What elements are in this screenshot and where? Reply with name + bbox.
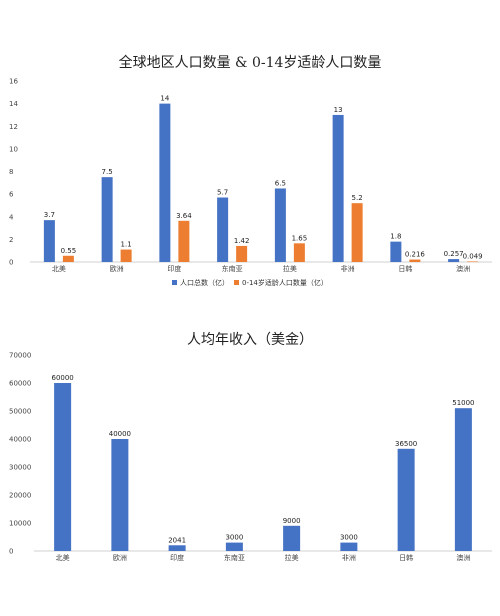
legend-label: 0-14岁适龄人口数量（亿） — [242, 278, 328, 287]
legend-swatch — [234, 280, 239, 285]
x-tick-label: 欧洲 — [110, 264, 124, 273]
y-tick-label: 0 — [9, 259, 13, 267]
population-chart-svg: 全球地区人口数量 & 0-14岁适龄人口数量 0 2 4 6 8 10 12 14 16 北美 3.7… — [9, 54, 492, 287]
data-label: 1.42 — [234, 237, 250, 245]
data-label: 3000 — [225, 534, 243, 542]
y-tick-label: 2 — [9, 236, 13, 244]
x-tick-label: 日韩 — [399, 553, 413, 562]
y-tick-label: 50000 — [9, 408, 31, 416]
bar-secondary — [62, 255, 74, 262]
x-tick-label: 澳洲 — [456, 553, 470, 562]
y-tick-label: 10000 — [9, 520, 31, 528]
data-label: 2041 — [168, 536, 186, 544]
data-label: 5.7 — [217, 189, 228, 197]
bar-secondary — [120, 249, 132, 262]
chart-title: 人均年收入（美金） — [187, 332, 313, 348]
data-label: 3000 — [340, 534, 358, 542]
bar-primary — [332, 114, 344, 262]
bar-primary — [217, 197, 229, 262]
x-tick-label: 北美 — [52, 264, 66, 273]
income-chart: 人均年收入（美金） 0 10000 20000 30000 40000 50000 60000… — [0, 325, 500, 570]
y-tick-label: 0 — [9, 548, 13, 556]
data-label: 7.5 — [102, 168, 113, 176]
y-tick-label: 8 — [9, 168, 13, 176]
x-tick-label: 日韩 — [398, 264, 412, 273]
bar-primary — [390, 241, 402, 262]
x-tick-label: 拉美 — [283, 264, 297, 273]
data-label: 40000 — [109, 430, 131, 438]
bar-secondary — [236, 245, 248, 262]
x-tick-label: 非洲 — [341, 264, 355, 273]
bar-primary — [168, 545, 186, 551]
bar-primary — [159, 103, 171, 262]
x-tick-label: 东南亚 — [224, 553, 245, 562]
x-tick-label: 东南亚 — [222, 264, 243, 273]
bar-primary — [54, 383, 72, 551]
y-tick-label: 40000 — [9, 436, 31, 444]
y-tick-label: 4 — [9, 213, 14, 221]
bar-primary — [225, 542, 243, 551]
data-label: 0.216 — [405, 251, 426, 259]
bar-primary — [397, 448, 415, 551]
data-label: 6.5 — [275, 179, 286, 187]
legend-swatch — [172, 280, 177, 285]
bar-secondary — [293, 243, 305, 262]
bar-primary — [274, 188, 286, 262]
data-label: 0.049 — [463, 252, 483, 260]
data-label: 9000 — [283, 517, 301, 525]
data-label: 1.8 — [390, 233, 401, 241]
data-label: 0.55 — [61, 247, 77, 255]
y-tick-label: 16 — [9, 78, 18, 86]
data-label: 3.64 — [176, 212, 192, 220]
bar-secondary — [351, 203, 363, 262]
data-label: 1.1 — [121, 241, 132, 249]
y-tick-label: 14 — [9, 100, 18, 108]
data-label: 0.257 — [444, 250, 464, 258]
income-chart-svg: 人均年收入（美金） 0 10000 20000 30000 40000 50000 60000… — [9, 332, 492, 562]
y-tick-label: 10 — [9, 145, 18, 153]
data-label: 13 — [334, 106, 343, 114]
data-label: 36500 — [395, 440, 417, 448]
data-label: 1.65 — [292, 234, 308, 242]
legend-label: 人口总数（亿） — [180, 278, 229, 287]
chart-title: 全球地区人口数量 & 0-14岁适龄人口数量 — [119, 54, 382, 71]
x-tick-label: 非洲 — [342, 553, 356, 562]
bar-secondary — [178, 220, 190, 262]
y-tick-label: 30000 — [9, 464, 31, 472]
x-tick-label: 北美 — [56, 553, 70, 562]
data-label: 3.7 — [44, 211, 55, 219]
bar-primary — [340, 542, 358, 551]
bar-primary — [448, 259, 460, 262]
x-tick-label: 欧洲 — [113, 553, 127, 562]
y-tick-label: 60000 — [9, 380, 31, 388]
bar-primary — [454, 408, 472, 551]
bar-primary — [43, 220, 55, 262]
x-tick-label: 澳洲 — [456, 264, 470, 273]
y-tick-label: 70000 — [9, 352, 31, 360]
data-label: 60000 — [51, 374, 73, 382]
y-tick-label: 6 — [9, 191, 14, 199]
bar-primary — [283, 525, 301, 551]
x-tick-label: 印度 — [167, 264, 181, 273]
y-tick-label: 12 — [9, 123, 18, 131]
bar-secondary — [409, 259, 421, 262]
data-label: 14 — [160, 95, 169, 103]
bar-secondary — [467, 261, 479, 263]
y-tick-label: 20000 — [9, 492, 31, 500]
bar-primary — [111, 439, 129, 551]
x-tick-label: 印度 — [170, 553, 184, 562]
bar-primary — [101, 177, 113, 262]
data-label: 5.2 — [352, 194, 363, 202]
data-label: 51000 — [452, 399, 474, 407]
population-chart: 全球地区人口数量 & 0-14岁适龄人口数量 0 2 4 6 8 10 12 14 16 北美 3.7… — [0, 40, 500, 300]
x-tick-label: 拉美 — [285, 553, 299, 562]
